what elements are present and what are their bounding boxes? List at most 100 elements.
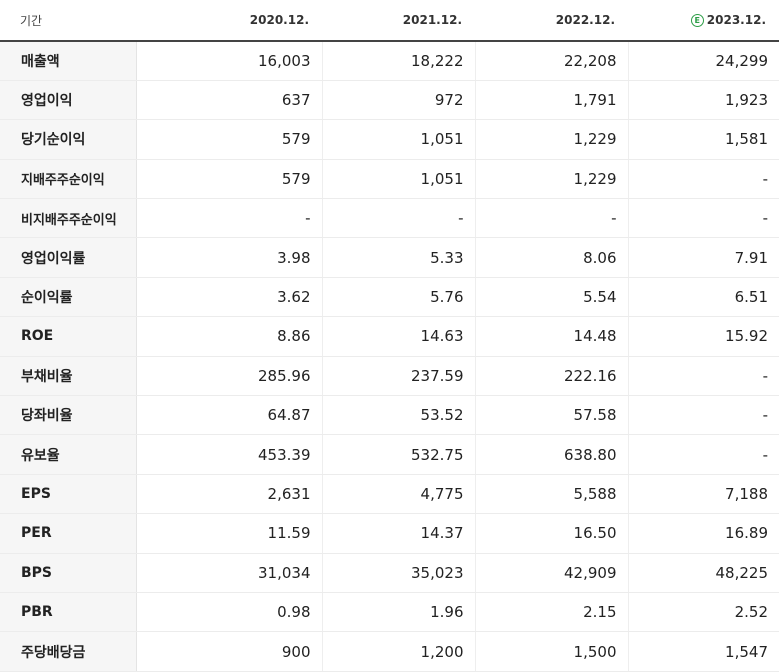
value-cell: 1.96: [322, 592, 476, 633]
value-cell: 14.37: [322, 513, 476, 554]
period-header-2023-label: 2023.12.: [706, 13, 766, 27]
row-label: 영업이익: [0, 80, 137, 121]
value-cell: 2,631: [136, 473, 323, 515]
value-cell: 1,581: [628, 119, 779, 160]
table-row: 영업이익률 3.98 5.33 8.06 7.91: [0, 237, 779, 278]
header-row: 기간 2020.12. 2021.12. 2022.12. E 2023.12.: [0, 0, 779, 42]
table-row: 매출액 16,003 18,222 22,208 24,299: [0, 41, 779, 81]
period-label-header: 기간: [0, 0, 136, 42]
value-cell: 14.63: [322, 316, 476, 357]
table-row: PER 11.59 14.37 16.50 16.89: [0, 513, 779, 554]
value-cell: 237.59: [322, 355, 476, 397]
value-cell: 579: [136, 159, 323, 200]
value-cell: 16.50: [475, 513, 629, 554]
table-row: 비지배주주순이익 - - - -: [0, 198, 779, 239]
value-cell: 16,003: [136, 41, 323, 81]
value-cell: 1,051: [322, 119, 476, 160]
value-cell: -: [628, 159, 779, 200]
row-label: 당좌비율: [0, 395, 137, 436]
value-cell: 637: [136, 80, 323, 121]
value-cell: 900: [136, 631, 323, 672]
value-cell: 57.58: [475, 395, 629, 436]
value-cell: 972: [322, 80, 476, 121]
table-row: 영업이익 637 972 1,791 1,923: [0, 80, 779, 121]
row-label: 유보율: [0, 434, 137, 475]
value-cell: 1,923: [628, 80, 779, 121]
value-cell: 14.48: [475, 316, 629, 357]
row-label: 지배주주순이익: [0, 159, 137, 200]
value-cell: 16.89: [628, 513, 779, 554]
table-row: EPS 2,631 4,775 5,588 7,188: [0, 473, 779, 515]
value-cell: 4,775: [322, 473, 476, 515]
period-header-2022: 2022.12.: [475, 0, 628, 42]
value-cell: 24,299: [628, 41, 779, 81]
value-cell: 31,034: [136, 553, 323, 593]
value-cell: 3.62: [136, 277, 323, 318]
value-cell: 0.98: [136, 592, 323, 633]
value-cell: -: [628, 355, 779, 397]
value-cell: -: [628, 434, 779, 475]
value-cell: -: [628, 198, 779, 239]
value-cell: 3.98: [136, 237, 323, 278]
value-cell: 222.16: [475, 355, 629, 397]
value-cell: 22,208: [475, 41, 629, 81]
value-cell: -: [475, 198, 629, 239]
table-row: BPS 31,034 35,023 42,909 48,225: [0, 553, 779, 593]
table-row: 유보율 453.39 532.75 638.80-: [0, 434, 779, 475]
value-cell: 5.33: [322, 237, 476, 278]
value-cell: 285.96: [136, 355, 323, 397]
period-header-2023: E 2023.12.: [628, 0, 779, 42]
value-cell: 579: [136, 119, 323, 160]
value-cell: 6.51: [628, 277, 779, 318]
table-row: 당좌비율 64.87 53.52 57.58-: [0, 395, 779, 436]
value-cell: 5.76: [322, 277, 476, 318]
period-header-2021: 2021.12.: [322, 0, 475, 42]
value-cell: 7,188: [628, 473, 779, 515]
value-cell: 5,588: [475, 473, 629, 515]
estimate-icon: E: [690, 14, 704, 27]
row-label: 비지배주주순이익: [0, 198, 137, 239]
row-label: PER: [0, 513, 137, 554]
value-cell: 1,547: [628, 631, 779, 672]
value-cell: 35,023: [322, 553, 476, 593]
value-cell: -: [136, 198, 323, 239]
value-cell: 2.52: [628, 592, 779, 633]
value-cell: 5.54: [475, 277, 629, 318]
row-label: 부채비율: [0, 355, 137, 397]
value-cell: 1,051: [322, 159, 476, 200]
row-label: BPS: [0, 553, 137, 593]
table-row: 지배주주순이익 579 1,051 1,229-: [0, 159, 779, 200]
table-row: 주당배당금 900 1,200 1,500 1,547: [0, 631, 779, 672]
value-cell: 42,909: [475, 553, 629, 593]
value-cell: 11.59: [136, 513, 323, 554]
table-header: 기간 2020.12. 2021.12. 2022.12. E 2023.12.: [0, 0, 779, 42]
row-label: 주당배당금: [0, 631, 137, 672]
row-label: 영업이익률: [0, 237, 137, 278]
row-label: 순이익률: [0, 277, 137, 318]
value-cell: 453.39: [136, 434, 323, 475]
row-label: PBR: [0, 592, 137, 633]
value-cell: 53.52: [322, 395, 476, 436]
value-cell: 7.91: [628, 237, 779, 278]
value-cell: 8.06: [475, 237, 629, 278]
table-body: 매출액 16,003 18,222 22,208 24,299 영업이익 637 972 1,7…: [0, 41, 779, 672]
value-cell: 1,200: [322, 631, 476, 672]
value-cell: 532.75: [322, 434, 476, 475]
row-label: ROE: [0, 316, 137, 357]
table-row: 순이익률 3.62 5.76 5.54 6.51: [0, 277, 779, 318]
value-cell: 1,229: [475, 119, 629, 160]
value-cell: 1,791: [475, 80, 629, 121]
value-cell: 18,222: [322, 41, 476, 81]
value-cell: 15.92: [628, 316, 779, 357]
period-header-2020: 2020.12.: [136, 0, 322, 42]
table-row: ROE 8.86 14.63 14.48 15.92: [0, 316, 779, 357]
table-row: PBR 0.98 1.96 2.15 2.52: [0, 592, 779, 633]
value-cell: 1,229: [475, 159, 629, 200]
table-row: 부채비율 285.96 237.59 222.16-: [0, 355, 779, 397]
value-cell: 1,500: [475, 631, 629, 672]
row-label: 당기순이익: [0, 119, 137, 160]
value-cell: 2.15: [475, 592, 629, 633]
value-cell: -: [628, 395, 779, 436]
row-label: EPS: [0, 473, 137, 515]
